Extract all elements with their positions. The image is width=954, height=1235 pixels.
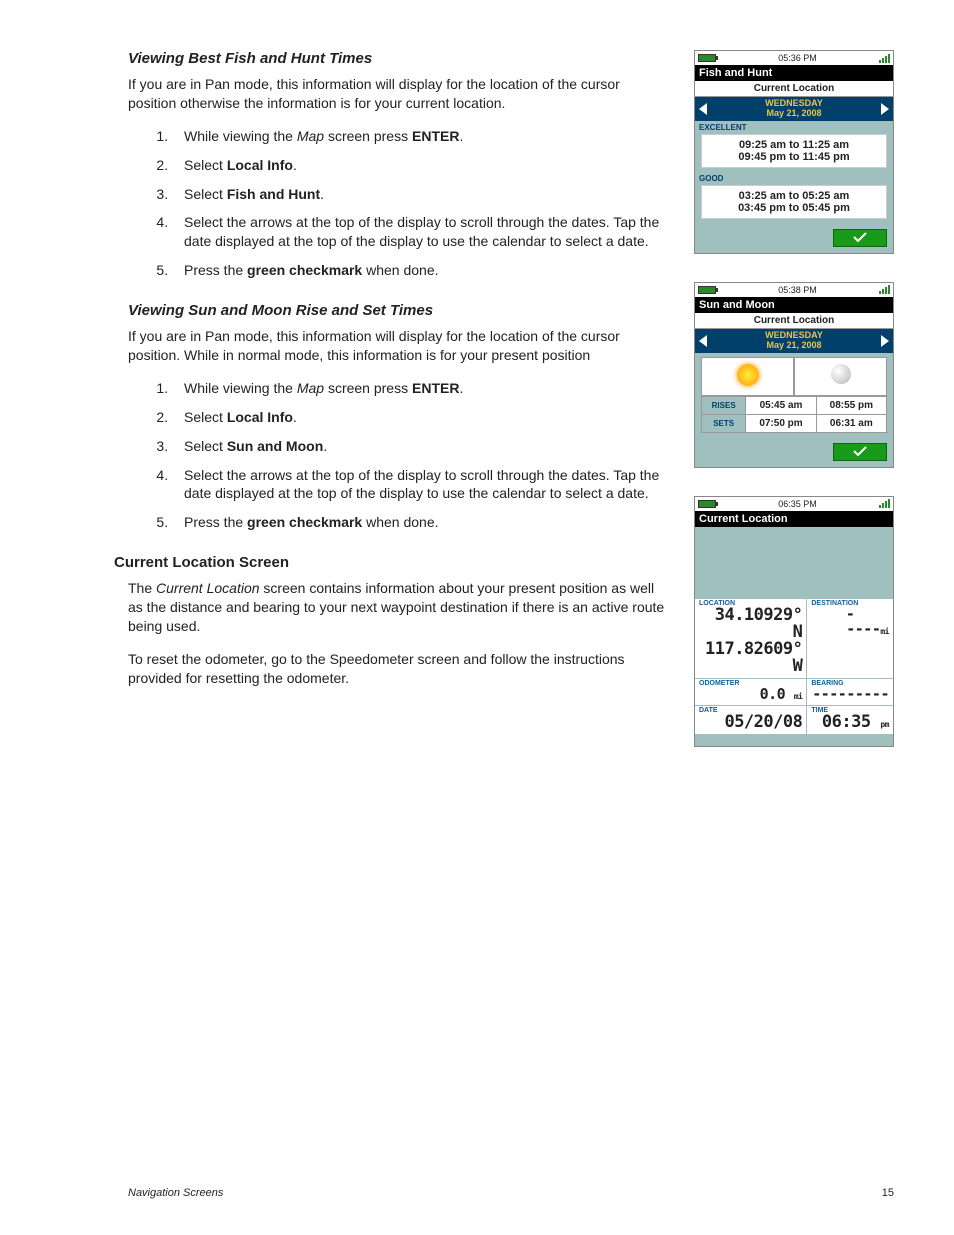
map-area bbox=[695, 527, 893, 599]
next-date-arrow[interactable] bbox=[881, 335, 889, 347]
battery-icon bbox=[698, 54, 716, 62]
battery-icon bbox=[698, 286, 716, 294]
time-cell: TIME 06:35 pm bbox=[807, 706, 893, 734]
next-date-arrow[interactable] bbox=[881, 103, 889, 115]
step: Press the green checkmark when done. bbox=[172, 513, 668, 532]
section3-p2: To reset the odometer, go to the Speedom… bbox=[128, 650, 668, 688]
good-times: 03:25 am to 05:25 am03:45 pm to 05:45 pm bbox=[701, 185, 887, 219]
step: While viewing the Map screen press ENTER… bbox=[172, 127, 668, 146]
sun-icon bbox=[737, 364, 759, 386]
step: Select the arrows at the top of the disp… bbox=[172, 213, 668, 251]
date-display[interactable]: WEDNESDAYMay 21, 2008 bbox=[765, 331, 823, 351]
odometer-cell: ODOMETER 0.0 mi bbox=[695, 679, 806, 705]
step: Select Fish and Hunt. bbox=[172, 185, 668, 204]
screenshot-sun-moon: 05:38 PM Sun and Moon Current Location W… bbox=[694, 282, 894, 468]
section2-steps: While viewing the Map screen press ENTER… bbox=[172, 379, 668, 532]
step: Select Sun and Moon. bbox=[172, 437, 668, 456]
step: Select Local Info. bbox=[172, 408, 668, 427]
location-cell: LOCATION 34.10929° N 117.82609° W bbox=[695, 599, 806, 678]
rise-set-table: RISES05:45 am08:55 pm SETS07:50 pm06:31 … bbox=[701, 396, 887, 433]
signal-icon bbox=[879, 285, 890, 294]
page-number: 15 bbox=[882, 1187, 894, 1199]
step: While viewing the Map screen press ENTER… bbox=[172, 379, 668, 398]
step: Select Local Info. bbox=[172, 156, 668, 175]
bearing-cell: BEARING --------- bbox=[807, 679, 893, 705]
destination-cell: DESTINATION - ----mi bbox=[807, 599, 893, 678]
section1-intro: If you are in Pan mode, this information… bbox=[128, 75, 668, 113]
excellent-label: EXCELLENT bbox=[695, 121, 893, 134]
screen-title: Fish and Hunt bbox=[695, 65, 893, 81]
section2-heading: Viewing Sun and Moon Rise and Set Times bbox=[128, 302, 668, 319]
location-bar: Current Location bbox=[695, 81, 893, 97]
excellent-times: 09:25 am to 11:25 am09:45 pm to 11:45 pm bbox=[701, 134, 887, 168]
screen-title: Sun and Moon bbox=[695, 297, 893, 313]
screenshot-fish-hunt: 05:36 PM Fish and Hunt Current Location … bbox=[694, 50, 894, 254]
date-display[interactable]: WEDNESDAYMay 21, 2008 bbox=[765, 99, 823, 119]
good-label: GOOD bbox=[695, 172, 893, 185]
section2-intro: If you are in Pan mode, this information… bbox=[128, 327, 668, 365]
prev-date-arrow[interactable] bbox=[699, 103, 707, 115]
rises-label: RISES bbox=[702, 396, 746, 414]
moon-icon bbox=[831, 364, 851, 384]
ok-checkmark-button[interactable] bbox=[833, 229, 887, 247]
section3-heading: Current Location Screen bbox=[114, 554, 668, 571]
status-time: 05:36 PM bbox=[778, 53, 817, 63]
section3-p1: The Current Location screen contains inf… bbox=[128, 579, 668, 636]
sun-icon-cell bbox=[701, 357, 794, 396]
signal-icon bbox=[879, 499, 890, 508]
location-bar: Current Location bbox=[695, 313, 893, 329]
footer-section: Navigation Screens bbox=[128, 1187, 223, 1199]
signal-icon bbox=[879, 54, 890, 63]
screen-title: Current Location bbox=[695, 511, 893, 527]
status-time: 06:35 PM bbox=[778, 499, 817, 509]
step: Press the green checkmark when done. bbox=[172, 261, 668, 280]
ok-checkmark-button[interactable] bbox=[833, 443, 887, 461]
status-time: 05:38 PM bbox=[778, 285, 817, 295]
step: Select the arrows at the top of the disp… bbox=[172, 466, 668, 504]
moon-icon-cell bbox=[794, 357, 887, 396]
prev-date-arrow[interactable] bbox=[699, 335, 707, 347]
section1-steps: While viewing the Map screen press ENTER… bbox=[172, 127, 668, 280]
sets-label: SETS bbox=[702, 414, 746, 432]
date-cell: DATE 05/20/08 bbox=[695, 706, 806, 734]
section1-heading: Viewing Best Fish and Hunt Times bbox=[128, 50, 668, 67]
battery-icon bbox=[698, 500, 716, 508]
screenshot-current-location: 06:35 PM Current Location LOCATION 34.10… bbox=[694, 496, 894, 747]
